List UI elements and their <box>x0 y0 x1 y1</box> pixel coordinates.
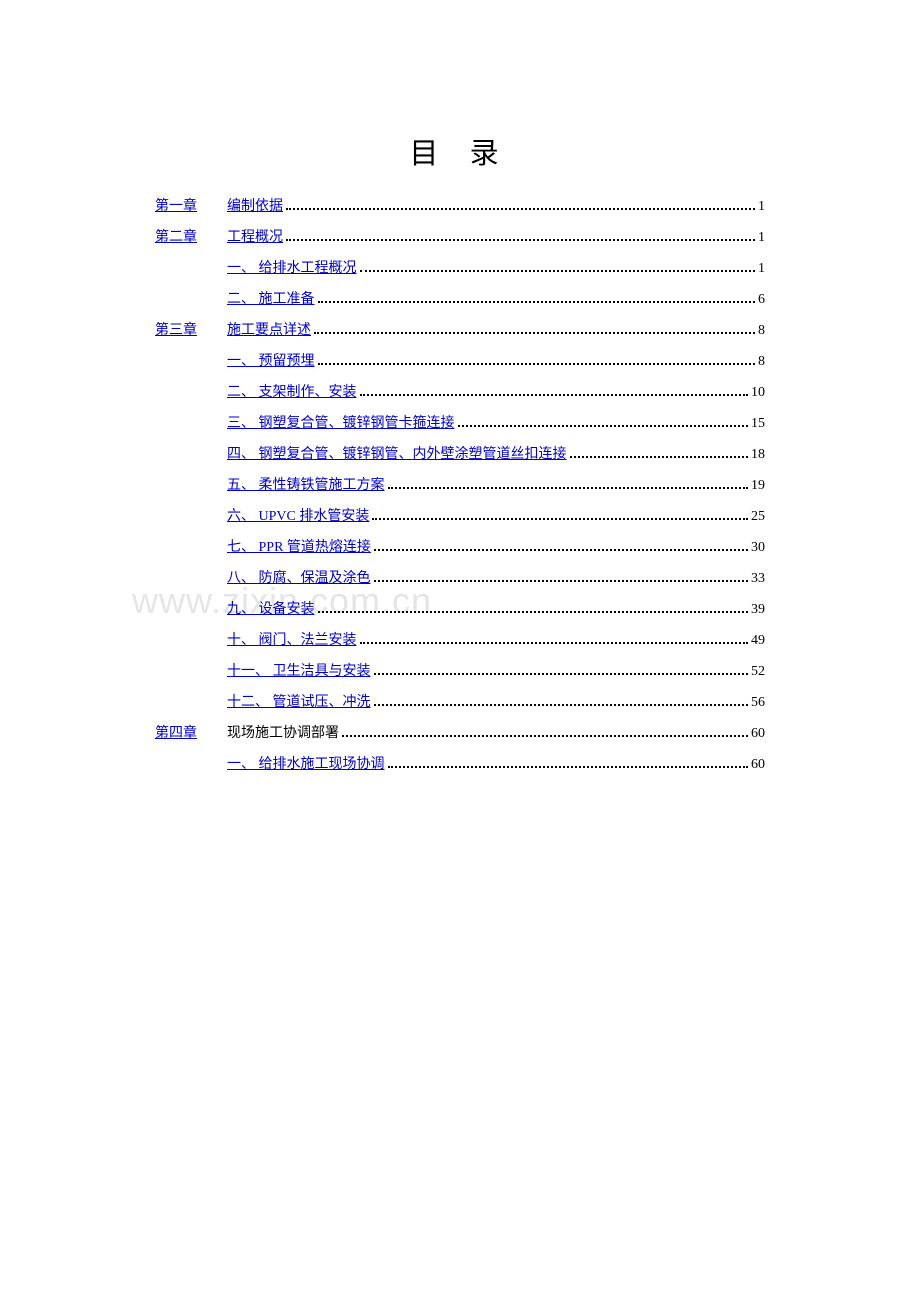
toc-label[interactable]: 工程概况 <box>227 231 283 245</box>
toc-leader-dots <box>458 425 749 427</box>
toc-leader-dots <box>388 487 749 489</box>
toc-title: 目 录 <box>155 130 765 172</box>
toc-label[interactable]: 十一、 卫生洁具与安装 <box>227 665 371 679</box>
toc-page-number: 19 <box>751 479 765 493</box>
toc-label[interactable]: 一、 给排水施工现场协调 <box>227 758 385 772</box>
toc-leader-dots <box>318 363 756 365</box>
toc-entry: 第四章现场施工协调部署 60 <box>155 727 765 741</box>
toc-page-number: 8 <box>758 355 765 369</box>
toc-label[interactable]: 十二、 管道试压、冲洗 <box>227 696 371 710</box>
toc-leader-dots <box>360 270 756 272</box>
toc-page-number: 60 <box>751 758 765 772</box>
toc-label[interactable]: 九、 设备安装 <box>227 603 315 617</box>
toc-leader-dots <box>286 208 755 210</box>
toc-page-number: 1 <box>758 231 765 245</box>
toc-leader-dots <box>360 642 749 644</box>
toc-label[interactable]: 七、 PPR 管道热熔连接 <box>227 541 371 555</box>
toc-leader-dots <box>318 301 756 303</box>
toc-entry: 第二章工程概况 1 <box>155 231 765 245</box>
toc-page-number: 1 <box>758 262 765 276</box>
toc-entry: 四、 钢塑复合管、镀锌钢管、内外壁涂塑管道丝扣连接 18 <box>155 448 765 462</box>
toc-entry: 三、 钢塑复合管、镀锌钢管卡箍连接 15 <box>155 417 765 431</box>
toc-entry: 二、 支架制作、安装 10 <box>155 386 765 400</box>
toc-entry: 六、 UPVC 排水管安装 25 <box>155 510 765 524</box>
toc-label[interactable]: 二、 支架制作、安装 <box>227 386 357 400</box>
toc-leader-dots <box>318 611 749 613</box>
toc-entry: 七、 PPR 管道热熔连接 30 <box>155 541 765 555</box>
toc-label[interactable]: 三、 钢塑复合管、镀锌钢管卡箍连接 <box>227 417 455 431</box>
table-of-contents: 第一章编制依据 1第二章工程概况 1一、 给排水工程概况 1二、 施工准备 6第… <box>155 200 765 772</box>
toc-label[interactable]: 十、 阀门、法兰安装 <box>227 634 357 648</box>
toc-entry: 五、 柔性铸铁管施工方案 19 <box>155 479 765 493</box>
toc-entry: 九、 设备安装 39 <box>155 603 765 617</box>
toc-label[interactable]: 施工要点详述 <box>227 324 311 338</box>
toc-page-number: 33 <box>751 572 765 586</box>
toc-page-number: 1 <box>758 200 765 214</box>
toc-label[interactable]: 四、 钢塑复合管、镀锌钢管、内外壁涂塑管道丝扣连接 <box>227 448 567 462</box>
toc-leader-dots <box>360 394 749 396</box>
toc-page-number: 60 <box>751 727 765 741</box>
toc-page-number: 52 <box>751 665 765 679</box>
toc-entry: 二、 施工准备 6 <box>155 293 765 307</box>
toc-label[interactable]: 编制依据 <box>227 200 283 214</box>
toc-leader-dots <box>314 332 755 334</box>
toc-chapter[interactable]: 第三章 <box>155 324 227 338</box>
toc-page-number: 18 <box>751 448 765 462</box>
toc-leader-dots <box>372 518 748 520</box>
toc-label[interactable]: 五、 柔性铸铁管施工方案 <box>227 479 385 493</box>
toc-entry: 十一、 卫生洁具与安装 52 <box>155 665 765 679</box>
toc-page-number: 30 <box>751 541 765 555</box>
toc-leader-dots <box>388 766 749 768</box>
toc-page-number: 6 <box>758 293 765 307</box>
toc-entry: 一、 给排水工程概况 1 <box>155 262 765 276</box>
toc-entry: 第三章施工要点详述 8 <box>155 324 765 338</box>
toc-chapter[interactable]: 第二章 <box>155 231 227 245</box>
toc-leader-dots <box>374 673 749 675</box>
toc-entry: 十二、 管道试压、冲洗 56 <box>155 696 765 710</box>
toc-label[interactable]: 一、 给排水工程概况 <box>227 262 357 276</box>
toc-leader-dots <box>374 580 749 582</box>
toc-page-number: 8 <box>758 324 765 338</box>
toc-page-number: 39 <box>751 603 765 617</box>
toc-entry: 一、 给排水施工现场协调 60 <box>155 758 765 772</box>
toc-page-number: 10 <box>751 386 765 400</box>
toc-label: 现场施工协调部署 <box>227 727 339 741</box>
toc-label[interactable]: 六、 UPVC 排水管安装 <box>227 510 369 524</box>
toc-entry: 一、 预留预埋 8 <box>155 355 765 369</box>
toc-entry: 八、 防腐、保温及涂色 33 <box>155 572 765 586</box>
toc-label[interactable]: 一、 预留预埋 <box>227 355 315 369</box>
toc-leader-dots <box>374 549 748 551</box>
toc-page-number: 49 <box>751 634 765 648</box>
toc-label[interactable]: 二、 施工准备 <box>227 293 315 307</box>
toc-entry: 第一章编制依据 1 <box>155 200 765 214</box>
toc-label[interactable]: 八、 防腐、保温及涂色 <box>227 572 371 586</box>
toc-page-number: 15 <box>751 417 765 431</box>
toc-leader-dots <box>570 456 749 458</box>
toc-leader-dots <box>286 239 755 241</box>
toc-entry: 十、 阀门、法兰安装 49 <box>155 634 765 648</box>
toc-page-number: 56 <box>751 696 765 710</box>
toc-leader-dots <box>342 735 748 737</box>
toc-chapter[interactable]: 第四章 <box>155 727 227 741</box>
toc-page-number: 25 <box>751 510 765 524</box>
toc-chapter[interactable]: 第一章 <box>155 200 227 214</box>
toc-leader-dots <box>374 704 749 706</box>
